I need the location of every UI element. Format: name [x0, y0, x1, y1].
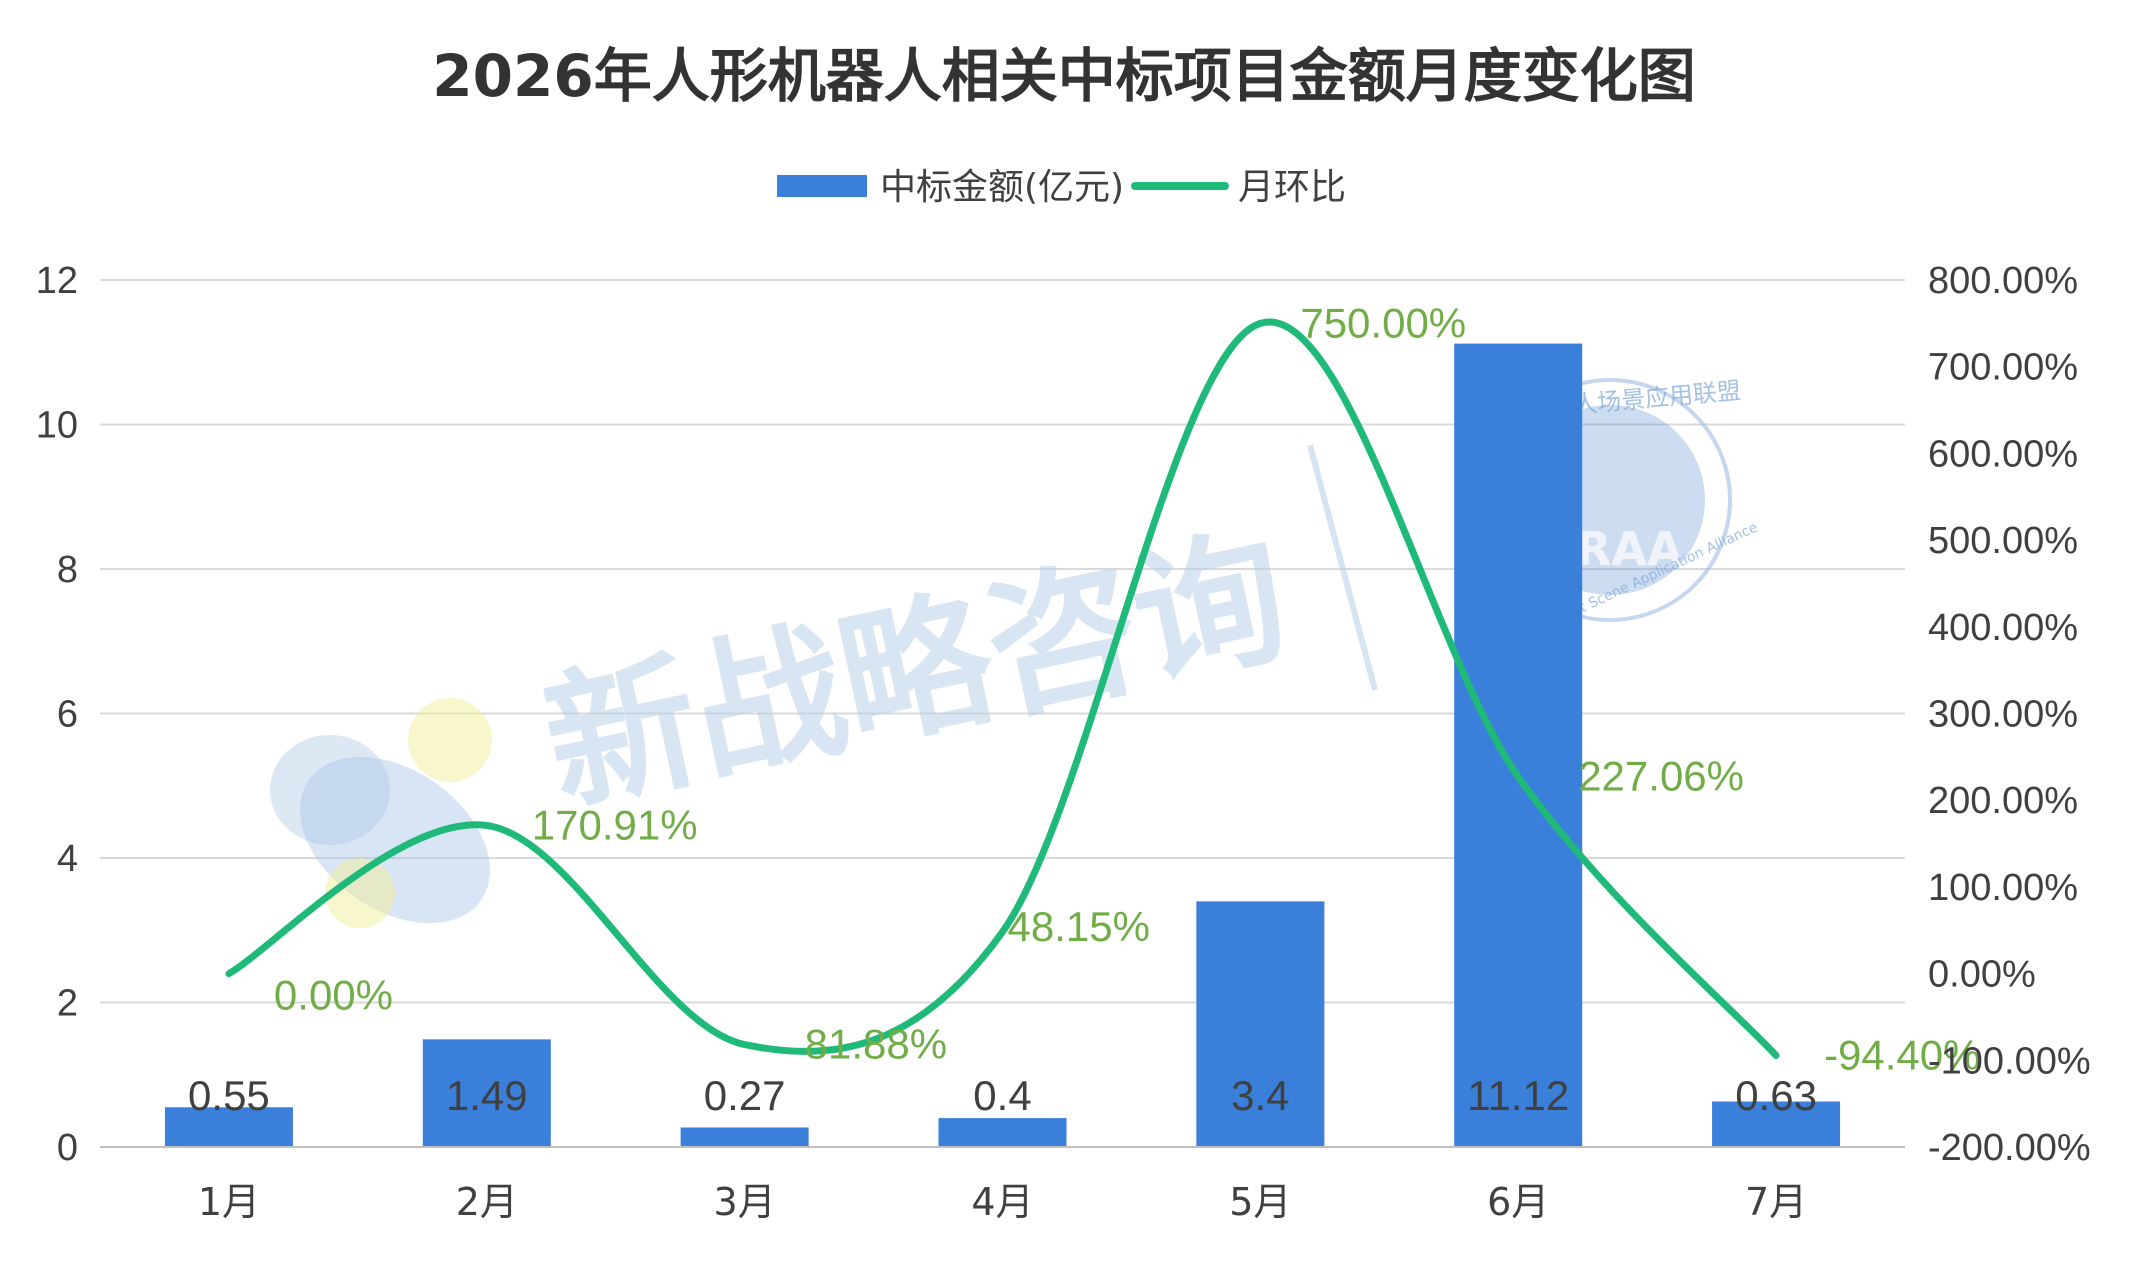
x-tick: 2月	[456, 1180, 518, 1224]
legend: 中标金额(亿元) 月环比	[777, 167, 1346, 208]
x-tick: 5月	[1229, 1180, 1291, 1224]
bar	[680, 1127, 809, 1147]
bar	[1454, 343, 1583, 1148]
bar	[938, 1118, 1067, 1147]
chart-title: 2026年人形机器人相关中标项目金额月度变化图	[432, 42, 1695, 110]
bar	[1712, 1101, 1841, 1147]
line-value-label: 48.15%	[1008, 903, 1150, 950]
y-right-tick: -200.00%	[1928, 1127, 2091, 1169]
y-left-tick: 8	[57, 549, 78, 591]
x-tick: 4月	[971, 1180, 1033, 1224]
x-tick: 1月	[198, 1180, 260, 1224]
line-value-label: 170.91%	[532, 801, 698, 848]
line-series	[225, 318, 1780, 1059]
y-right-tick: 200.00%	[1928, 780, 2078, 822]
bar-value-label: 0.27	[704, 1072, 786, 1119]
x-tick: 3月	[714, 1180, 776, 1224]
line-value-label: 227.06%	[1578, 753, 1744, 800]
y-right-tick: 100.00%	[1928, 867, 2078, 909]
bar-value-label: 3.4	[1231, 1072, 1289, 1119]
y-right-tick: 500.00%	[1928, 520, 2078, 562]
line-value-label: 0.00%	[274, 972, 393, 1019]
watermark-logo-blob	[270, 735, 390, 845]
y-left-tick: 2	[57, 983, 78, 1025]
watermark-logo-dot	[325, 858, 395, 928]
watermark-text: 新战略咨询	[531, 509, 1301, 835]
bar	[1196, 901, 1325, 1147]
y-left-tick: 0	[57, 1127, 78, 1169]
y-left-tick: 12	[36, 260, 78, 302]
x-tick: 6月	[1487, 1180, 1549, 1224]
y-right-tick: 0.00%	[1928, 954, 2036, 996]
axes: 0 2 4 6 8 10 12 -200.00% -100.00% 0.00% 100.00% 200…	[36, 260, 2091, 1224]
watermark-divider	[1307, 444, 1378, 691]
watermark-logo-dot	[408, 698, 492, 782]
line-value-label: 750.00%	[1300, 299, 1466, 346]
legend-bar-label: 中标金额(亿元)	[880, 167, 1124, 208]
bar-value-label: 0.63	[1735, 1072, 1817, 1119]
y-right-tick: 700.00%	[1928, 347, 2078, 389]
y-right-tick: -100.00%	[1928, 1040, 2091, 1082]
y-left-tick: 10	[36, 405, 78, 447]
line-value-label: -94.40%	[1824, 1031, 1980, 1078]
bar-value-label: 0.55	[188, 1072, 270, 1119]
bars	[164, 343, 1841, 1148]
bar-value-label: 1.49	[446, 1072, 528, 1119]
legend-bar-swatch	[777, 175, 867, 197]
bar	[164, 1107, 293, 1147]
data-labels: 0.55 1.49 0.27 0.4 3.4 11.12 0.63 0.00% 170.91% 8…	[188, 299, 1980, 1119]
bar	[422, 1039, 551, 1147]
bar-value-label: 11.12	[1467, 1072, 1569, 1119]
bar-value-label: 0.4	[973, 1072, 1031, 1119]
legend-line-label: 月环比	[1238, 167, 1346, 208]
line-path	[225, 318, 1780, 1059]
y-left-tick: 6	[57, 694, 78, 736]
y-right-tick: 800.00%	[1928, 260, 2078, 302]
x-tick: 7月	[1745, 1180, 1807, 1224]
y-right-tick: 300.00%	[1928, 694, 2078, 736]
line-value-label: 81.88%	[805, 1021, 947, 1068]
y-left-tick: 4	[57, 838, 78, 880]
y-right-tick: 400.00%	[1928, 607, 2078, 649]
y-right-tick: 600.00%	[1928, 433, 2078, 475]
